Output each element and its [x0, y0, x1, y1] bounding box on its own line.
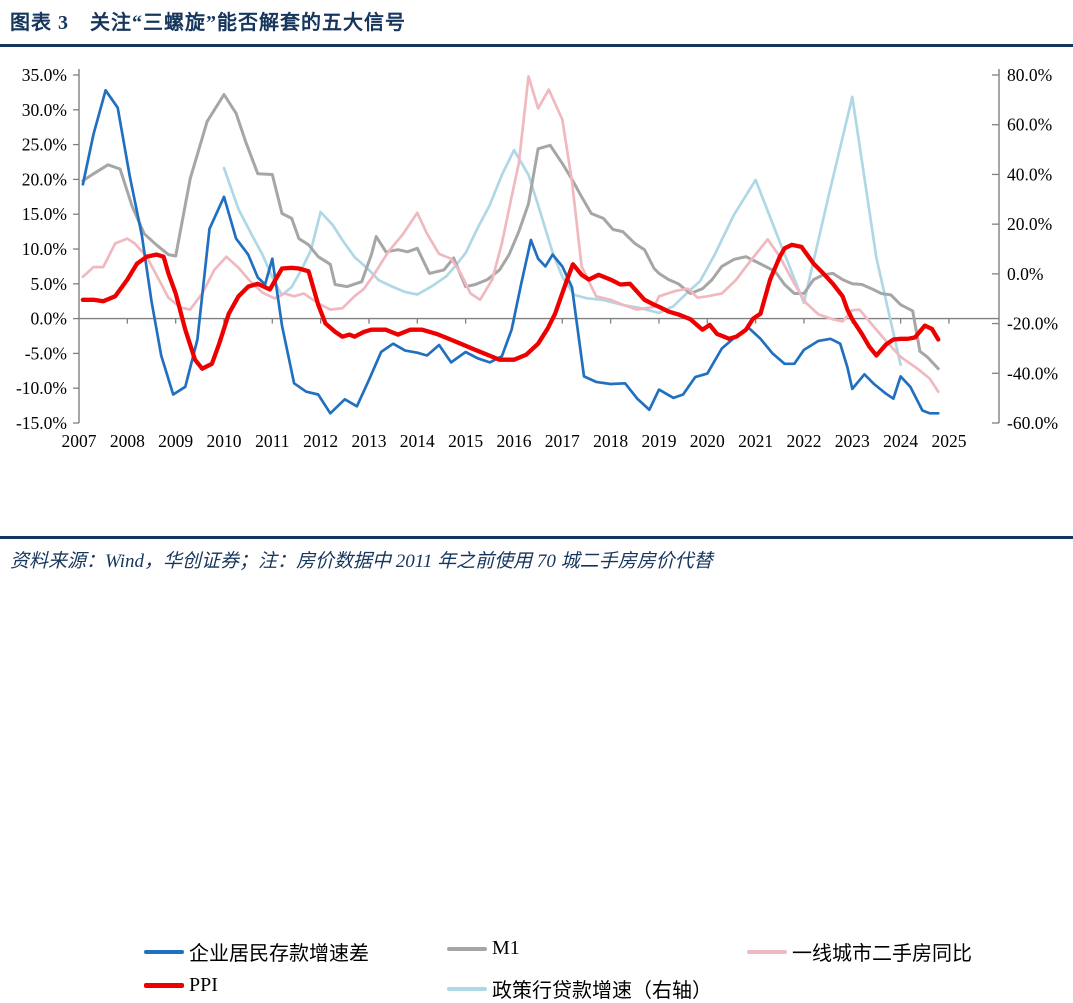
chart-legend: 企业居民存款增速差 M1 一线城市二手房同比 PPI 政策行贷款增速（右轴） [0, 460, 1073, 1002]
x-tick-label: 2020 [690, 431, 725, 451]
series-line-3 [80, 242, 941, 371]
legend-item: 企业居民存款增速差 [144, 937, 369, 966]
x-tick-label: 2014 [400, 431, 435, 451]
legend-item: PPI [144, 974, 218, 997]
footer-rule [0, 536, 1073, 539]
legend-label: PPI [189, 974, 218, 996]
series-line-1 [81, 93, 940, 371]
x-tick-label: 2012 [303, 431, 338, 451]
x-tick-label: 2017 [545, 431, 580, 451]
x-tick-label: 2015 [448, 431, 483, 451]
legend-item: 一线城市二手房同比 [747, 937, 972, 966]
x-tick-label: 2016 [496, 431, 531, 451]
x-tick-label: 2013 [351, 431, 386, 451]
legend-item: 政策行贷款增速（右轴） [447, 974, 712, 1003]
right-axis-tick-label: -60.0% [1007, 413, 1058, 433]
left-axis-tick-label: 5.0% [31, 274, 67, 294]
right-axis-tick-label: 60.0% [1007, 115, 1052, 135]
legend-swatch-policy-loans [447, 986, 487, 991]
left-axis-tick-label: 35.0% [22, 65, 67, 85]
left-axis-tick-label: 0.0% [31, 309, 67, 329]
x-tick-label: 2021 [738, 431, 773, 451]
left-axis-tick-label: 25.0% [22, 135, 67, 155]
chart-area: 2007 2008 2009 2010 2011 2012 2013 2014 2015 2016… [0, 48, 1073, 460]
right-axis-tick-label: -40.0% [1007, 363, 1058, 383]
x-tick-label: 2023 [835, 431, 870, 451]
x-tick-label: 2019 [641, 431, 676, 451]
legend-label: 一线城市二手房同比 [792, 943, 972, 965]
x-tick-label: 2024 [883, 431, 918, 451]
legend-label: 企业居民存款增速差 [189, 943, 369, 965]
title-rule [0, 44, 1073, 47]
x-tick-label: 2022 [786, 431, 821, 451]
left-axis-tick-label: -5.0% [25, 343, 67, 363]
legend-swatch-ppi [144, 983, 184, 988]
page-title: 图表 3 关注“三螺旋”能否解套的五大信号 [10, 12, 406, 34]
left-axis-tick-label: 15.0% [22, 204, 67, 224]
series-line-2 [81, 75, 940, 394]
right-axis-tick-label: 20.0% [1007, 214, 1052, 234]
right-axis-tick-label: 40.0% [1007, 164, 1052, 184]
legend-label: M1 [492, 937, 520, 959]
left-axis-tick-label: -10.0% [16, 378, 67, 398]
legend-swatch-deposit-gap [144, 949, 184, 954]
legend-swatch-m1 [447, 946, 487, 951]
source-note: 资料来源：Wind，华创证券；注：房价数据中 2011 年之前使用 70 城二手… [10, 551, 713, 572]
right-axis-tick-label: -20.0% [1007, 314, 1058, 334]
x-tick-label: 2010 [206, 431, 241, 451]
x-tick-label: 2008 [110, 431, 145, 451]
x-tick-label: 2011 [255, 431, 289, 451]
right-axis-tick-label: 0.0% [1007, 264, 1043, 284]
legend-item: M1 [447, 937, 520, 960]
legend-swatch-tier1-home-price [747, 949, 787, 954]
right-axis-tick-label: 80.0% [1007, 65, 1052, 85]
left-axis-tick-label: 10.0% [22, 239, 67, 259]
x-tick-label: 2018 [593, 431, 628, 451]
x-tick-label: 2007 [62, 431, 97, 451]
left-axis-tick-label: 30.0% [22, 100, 67, 120]
x-tick-label: 2009 [158, 431, 193, 451]
series-line-0 [81, 88, 940, 415]
left-axis-tick-label: 20.0% [22, 169, 67, 189]
x-tick-label: 2025 [931, 431, 966, 451]
left-axis-tick-label: -15.0% [16, 413, 67, 433]
line-chart: 2007 2008 2009 2010 2011 2012 2013 2014 2015 2016… [16, 65, 1058, 451]
legend-label: 政策行贷款增速（右轴） [492, 980, 712, 1002]
